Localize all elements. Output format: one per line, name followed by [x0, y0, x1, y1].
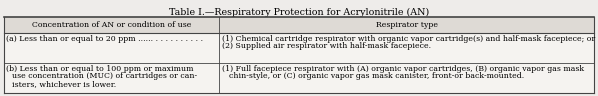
- Text: Concentration of AN or condition of use: Concentration of AN or condition of use: [32, 21, 191, 29]
- Bar: [4, 17, 594, 33]
- Text: isters, whichever is lower.: isters, whichever is lower.: [12, 80, 116, 88]
- Text: (b) Less than or equal to 100 ppm or maximum: (b) Less than or equal to 100 ppm or max…: [7, 65, 194, 73]
- Text: (1) Full facepiece respirator with (A) organic vapor cartridges, (B) organic vap: (1) Full facepiece respirator with (A) o…: [222, 65, 584, 73]
- Text: Respirator type: Respirator type: [376, 21, 438, 29]
- Text: Table I.—Respiratory Protection for Acrylonitrile (AN): Table I.—Respiratory Protection for Acry…: [169, 8, 429, 17]
- Text: (a) Less than or equal to 20 ppm ...... . . . . . . . . . .: (a) Less than or equal to 20 ppm ...... …: [7, 35, 204, 43]
- Text: (1) Chemical cartridge respirator with organic vapor cartridge(s) and half-mask : (1) Chemical cartridge respirator with o…: [222, 35, 595, 43]
- Text: (2) Supplied air respirator with half-mask facepiece.: (2) Supplied air respirator with half-ma…: [222, 42, 431, 50]
- Text: use concentration (MUC) of cartridges or can-: use concentration (MUC) of cartridges or…: [12, 72, 197, 80]
- Bar: [4, 17, 594, 93]
- Text: chin-style, or (C) organic vapor gas mask canister, front-or back-mounted.: chin-style, or (C) organic vapor gas mas…: [230, 72, 524, 80]
